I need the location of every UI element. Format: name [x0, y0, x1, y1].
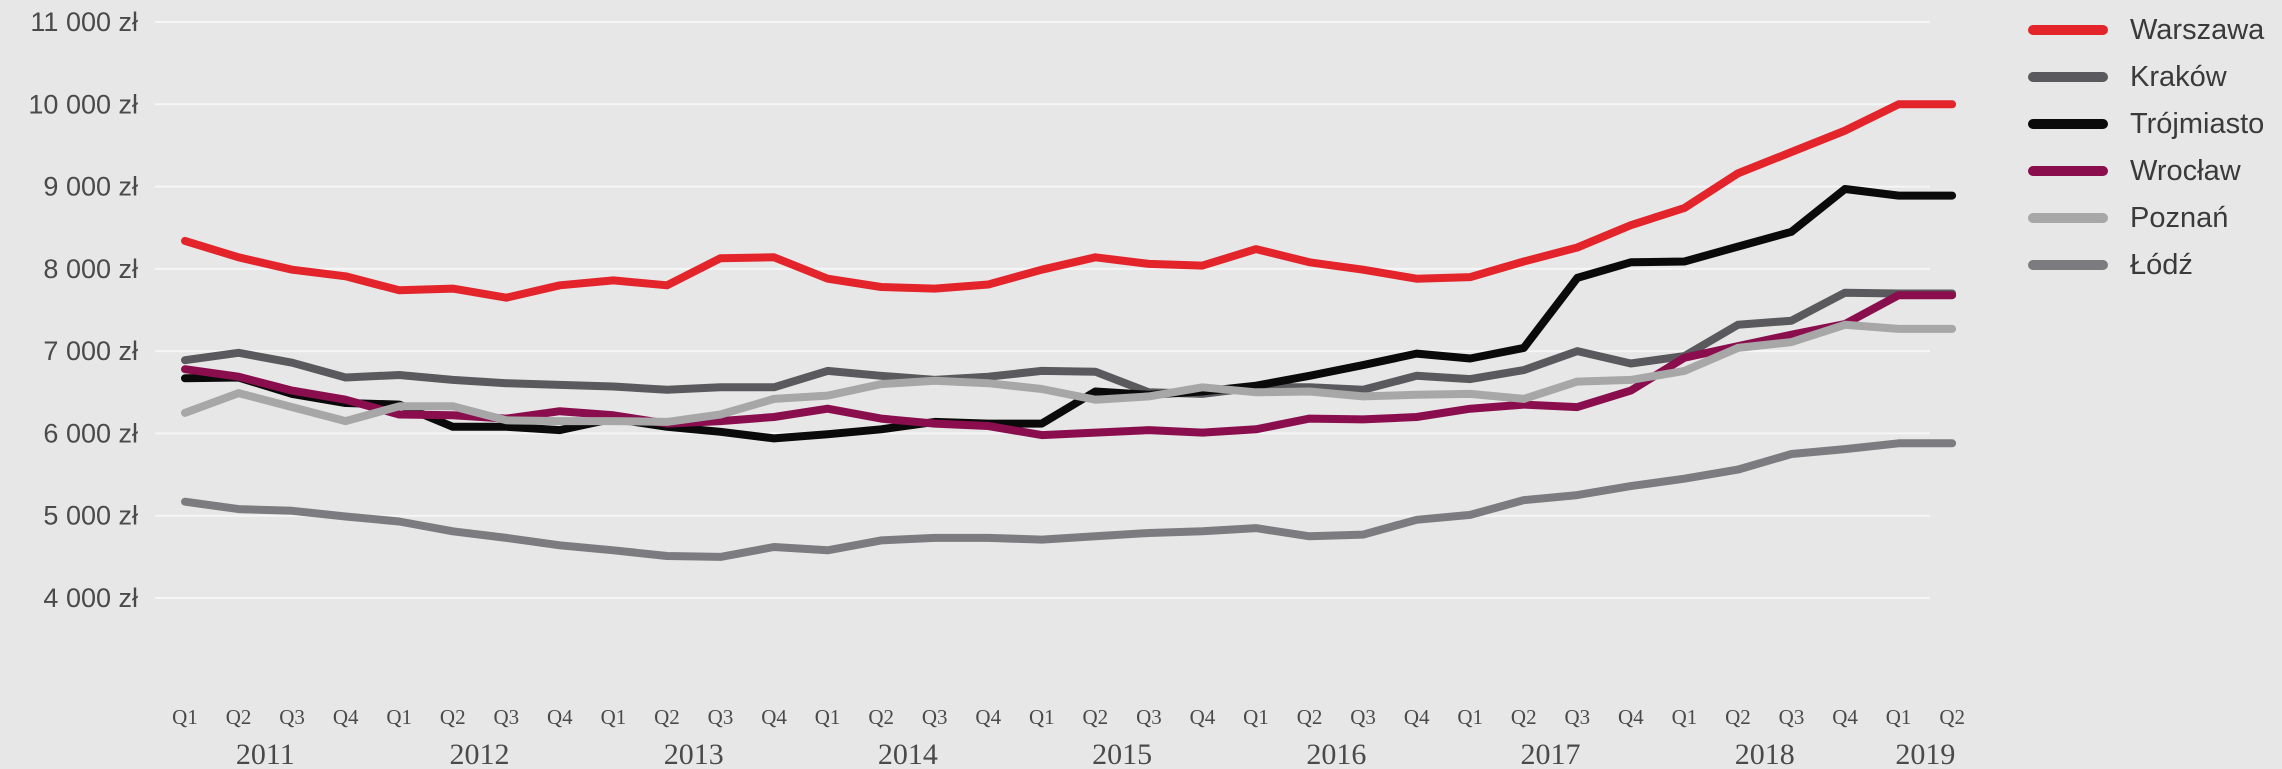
- year-label: 2016: [1306, 738, 1366, 769]
- x-tick-label: Q4: [1190, 705, 1216, 729]
- x-tick-label: Q4: [761, 705, 787, 729]
- year-label: 2013: [664, 738, 724, 769]
- y-tick-label: 4 000 zł: [43, 583, 138, 613]
- series-line-krak-w: [181, 288, 1957, 398]
- x-tick-label: Q3: [1564, 705, 1590, 729]
- x-axis-quarter-ticks: Q1 Q2 Q3 Q4 Q1 Q2 Q3 Q4 Q1 Q2 Q3 Q4 Q1 Q2 Q3 Q4 Q1 Q2 Q3 Q4…: [172, 705, 1965, 729]
- legend: Warszawa Kraków Trójmiasto Wrocław Poznań Łód…: [2028, 0, 2282, 340]
- legend-swatch: [2028, 119, 2108, 129]
- x-axis-year-labels: 2011 2012 2013 2014 2015 2016 2017 2018 2019: [236, 738, 1955, 769]
- x-tick-label: Q2: [654, 705, 680, 729]
- legend-swatch: [2028, 72, 2108, 82]
- y-tick-label: 11 000 zł: [30, 7, 138, 37]
- year-label: 2019: [1895, 738, 1955, 769]
- legend-swatch: [2028, 213, 2108, 223]
- x-tick-label: Q4: [1404, 705, 1430, 729]
- year-label: 2012: [450, 738, 510, 769]
- year-label: 2017: [1521, 738, 1581, 769]
- y-tick-label: 9 000 zł: [43, 172, 138, 202]
- grid-lines: [155, 21, 1930, 599]
- x-tick-label: Q4: [333, 705, 359, 729]
- series-line-warszawa: [181, 100, 1957, 302]
- year-label: 2011: [236, 738, 295, 769]
- legend-label: Łódź: [2130, 248, 2193, 281]
- x-tick-label: Q3: [493, 705, 519, 729]
- legend-swatch: [2028, 260, 2108, 270]
- legend-item: Warszawa: [2028, 10, 2264, 50]
- x-tick-label: Q3: [1779, 705, 1805, 729]
- x-tick-label: Q3: [1350, 705, 1376, 729]
- legend-swatch: [2028, 25, 2108, 35]
- legend-item: Trójmiasto: [2028, 104, 2264, 144]
- x-tick-label: Q1: [1886, 705, 1912, 729]
- x-tick-label: Q1: [172, 705, 198, 729]
- x-tick-label: Q1: [1243, 705, 1269, 729]
- series-line-pozna-: [181, 320, 1957, 426]
- x-tick-label: Q4: [975, 705, 1001, 729]
- x-tick-label: Q2: [1083, 705, 1109, 729]
- legend-label: Wrocław: [2130, 154, 2241, 187]
- series-lines: [181, 100, 1957, 561]
- year-label: 2015: [1092, 738, 1152, 769]
- x-tick-label: Q2: [1511, 705, 1537, 729]
- legend-item: Wrocław: [2028, 151, 2241, 191]
- legend-label: Poznań: [2130, 201, 2229, 234]
- x-tick-label: Q1: [815, 705, 841, 729]
- y-tick-label: 8 000 zł: [43, 254, 138, 284]
- legend-swatch: [2028, 166, 2108, 176]
- x-tick-label: Q1: [1029, 705, 1055, 729]
- series-line--d-: [181, 439, 1957, 561]
- x-tick-label: Q4: [1832, 705, 1858, 729]
- x-tick-label: Q4: [547, 705, 573, 729]
- year-label: 2014: [878, 738, 938, 769]
- legend-item: Łódź: [2028, 245, 2193, 285]
- x-tick-label: Q3: [1136, 705, 1162, 729]
- x-tick-label: Q3: [922, 705, 948, 729]
- legend-label: Kraków: [2130, 60, 2227, 93]
- legend-label: Warszawa: [2130, 13, 2265, 46]
- series-line-wroc-aw: [181, 291, 1957, 440]
- x-tick-label: Q2: [1297, 705, 1323, 729]
- y-axis-ticks: 4 000 zł 5 000 zł 6 000 zł 7 000 zł 8 000 zł…: [28, 7, 138, 613]
- legend-item: Poznań: [2028, 198, 2228, 238]
- x-tick-label: Q2: [868, 705, 894, 729]
- legend-label: Trójmiasto: [2130, 107, 2265, 140]
- y-tick-label: 7 000 zł: [43, 336, 138, 366]
- legend-item: Kraków: [2028, 57, 2227, 97]
- x-tick-label: Q1: [386, 705, 412, 729]
- x-tick-label: Q2: [226, 705, 252, 729]
- x-tick-label: Q3: [708, 705, 734, 729]
- x-tick-label: Q4: [1618, 705, 1644, 729]
- y-tick-label: 10 000 zł: [28, 89, 138, 119]
- x-tick-label: Q1: [1672, 705, 1698, 729]
- year-label: 2018: [1735, 738, 1795, 769]
- series-line-tr-jmiasto: [181, 185, 1957, 443]
- x-tick-label: Q3: [279, 705, 305, 729]
- x-tick-label: Q1: [601, 705, 627, 729]
- y-tick-label: 6 000 zł: [43, 418, 138, 448]
- x-tick-label: Q2: [1939, 705, 1965, 729]
- x-tick-label: Q2: [440, 705, 466, 729]
- x-tick-label: Q2: [1725, 705, 1751, 729]
- y-tick-label: 5 000 zł: [43, 501, 138, 531]
- x-tick-label: Q1: [1457, 705, 1483, 729]
